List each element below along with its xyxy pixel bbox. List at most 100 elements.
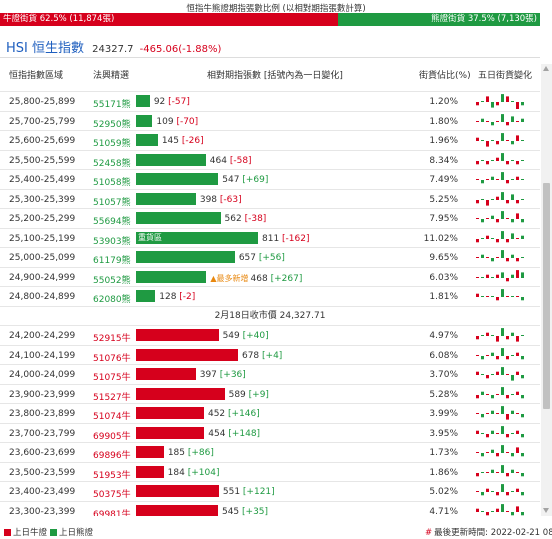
sparkline-bar [516,296,519,297]
warrant-code-link[interactable]: 55171熊 [93,100,131,110]
sparkline-bar [521,257,524,258]
bull-row[interactable]: 23,900-23,999 51527牛 589 [+9] 5.28% [0,385,540,404]
five-day-sparkline [476,367,524,381]
sparkline-bar [501,367,504,375]
warrant-code-link[interactable]: 51074牛 [93,412,131,422]
sparkline-bar [486,413,489,414]
bull-row[interactable]: 23,600-23,699 69896牛 185 [+86] 1.73% [0,443,540,463]
range-cell: 25,500-25,599 [9,155,76,166]
bull-row[interactable]: 23,400-23,499 50375牛 551 [+121] 5.02% [0,482,540,502]
warrant-code-link[interactable]: 50375牛 [93,490,131,500]
sparkline-bar [516,102,519,109]
warrant-code-link[interactable]: 55694熊 [93,217,131,227]
sparkline-bar [506,394,509,398]
bear-row[interactable]: 25,800-25,899 55171熊 92 [-57] 1.20% [0,92,540,112]
bear-ratio-segment: 熊證街貨 37.5% (7,130張) [337,13,540,26]
index-name: HSI 恒生指數 [6,41,84,56]
sparkline-bar [516,176,519,180]
scroll-up-arrow-icon[interactable] [543,66,549,71]
sparkline-bar [511,511,514,515]
sparkline-bar [506,336,509,340]
sparkline-bar [476,218,479,219]
sparkline-bar [491,394,494,398]
contracts-count: 398 [199,194,220,205]
sparkline-bar [481,432,484,434]
warrant-code-link[interactable]: 51076牛 [93,353,131,364]
contracts-value: 549 [+40] [223,331,269,341]
sparkline-bar [476,452,479,453]
contracts-value: 92 [-57] [154,97,190,107]
sparkline-bar [491,176,494,180]
sparkline-bar [481,471,484,473]
warrant-code-link[interactable]: 52458熊 [93,158,131,169]
bear-row[interactable] [0,84,540,92]
col-range-header: 恒指指數區域 [9,71,64,81]
bear-row[interactable]: 25,300-25,399 51057熊 398 [-63] 5.25% [0,190,540,209]
share-pct: 1.80% [429,116,458,127]
warrant-code-link[interactable]: 51058熊 [93,178,131,188]
bear-row[interactable]: 24,900-24,999 55052熊 ▲最多新增 468 [+267] 6.03% [0,268,540,287]
warrant-code-link[interactable]: 51953牛 [93,470,131,481]
bear-row[interactable]: 25,200-25,299 55694熊 562 [-38] 7.95% [0,209,540,229]
bull-row[interactable]: 23,700-23,799 69905牛 454 [+148] 3.95% [0,424,540,443]
sparkline-bar [516,391,519,395]
sparkline-bar [491,198,494,200]
contracts-change: [+146] [228,409,260,419]
contracts-change: [+56] [258,253,285,263]
sparkline-bar [521,433,524,437]
sparkline-bar [516,213,519,219]
sparkline-bar [476,430,479,434]
warrant-code-link[interactable]: 52915牛 [93,334,131,344]
table-body[interactable]: 25,800-25,899 55171熊 92 [-57] 1.20% 25,700-2… [0,84,540,516]
bear-row[interactable]: 25,700-25,799 52950熊 109 [-70] 1.80% [0,112,540,131]
bull-ratio-segment: 牛證街貨 62.5% (11,874張) [0,13,338,26]
bear-row[interactable]: 25,500-25,599 52458熊 464 [-58] 8.34% [0,151,540,170]
divider [0,57,540,58]
warrant-code-link[interactable]: 55052熊 [93,275,131,286]
sparkline-bar [516,160,519,164]
bull-row[interactable]: 23,300-23,399 69981牛 545 [+35] 4.71% [0,502,540,517]
warrant-code-link[interactable]: 51527牛 [93,392,131,403]
sparkline-bar [516,237,519,239]
scrollbar-thumb[interactable] [543,183,550,409]
bear-row[interactable]: 25,100-25,199 53903熊 重貨區 811 [-162] 11.02% [0,229,540,248]
warrant-code-link[interactable]: 69981牛 [93,509,131,517]
sparkline-bar [506,160,509,164]
warrant-code-link[interactable]: 51059熊 [93,139,131,149]
sparkline-bar [501,271,504,278]
warrant-code-link[interactable]: 51057熊 [93,197,131,208]
scroll-down-arrow-icon[interactable] [543,508,549,513]
bull-row[interactable]: 24,200-24,299 52915牛 549 [+40] 4.97% [0,326,540,346]
sparkline-bar [476,120,479,122]
bear-row[interactable]: 25,400-25,499 51058熊 547 [+69] 7.49% [0,170,540,190]
warrant-code-link[interactable]: 52950熊 [93,119,131,130]
warrant-code-link[interactable]: 53903熊 [93,236,131,247]
bear-row[interactable]: 25,600-25,699 51059熊 145 [-26] 1.96% [0,131,540,151]
bull-row[interactable]: 24,100-24,199 51076牛 678 [+4] 6.08% [0,346,540,365]
sparkline-bar [481,510,484,512]
bear-row[interactable]: 24,800-24,899 62080熊 128 [-2] 1.81% [0,287,540,307]
warrant-code-link[interactable]: 61179熊 [93,256,131,266]
warrant-code-link[interactable]: 69905牛 [93,431,131,442]
bear-swatch-icon [50,529,57,536]
sparkline-bar [491,276,494,278]
sparkline-bar [506,258,509,262]
range-cell: 23,700-23,799 [9,428,76,439]
bull-row[interactable]: 23,500-23,599 51953牛 184 [+104] 1.86% [0,463,540,482]
share-pct: 7.95% [429,214,458,224]
five-day-sparkline [476,269,524,281]
warrant-code-link[interactable]: 69896牛 [93,451,131,461]
contracts-bar [136,504,218,516]
sparkline-bar [486,160,489,164]
bear-row[interactable]: 25,000-25,099 61179熊 657 [+56] 9.65% [0,248,540,268]
five-day-sparkline [476,464,524,476]
warrant-code-link[interactable]: 51075牛 [93,373,131,383]
sparkline-bar [521,179,524,180]
warrant-code-link[interactable]: 62080熊 [93,295,131,305]
sparkline-bar [476,371,479,375]
bull-row[interactable]: 24,000-24,099 51075牛 397 [+36] 3.70% [0,365,540,385]
bull-row[interactable]: 23,800-23,899 51074牛 452 [+146] 3.99% [0,404,540,424]
bull-bear-ratio-bar: 牛證街貨 62.5% (11,874張) 熊證街貨 37.5% (7,130張) [0,13,540,26]
sparkline-bar [481,198,484,200]
col-pct-header: 街貨佔比(%) [419,71,471,81]
